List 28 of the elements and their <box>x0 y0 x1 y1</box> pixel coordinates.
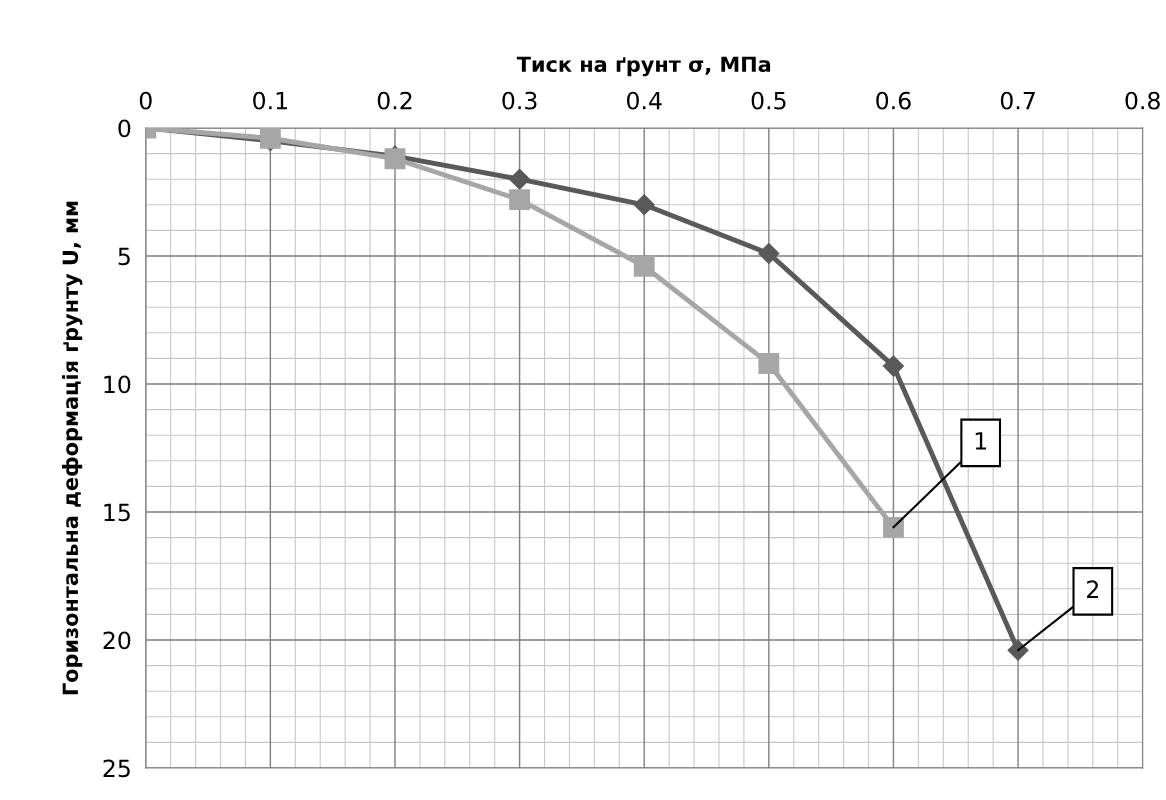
x-tick-label: 0 <box>139 91 152 110</box>
x-tick-label: 0.7 <box>1000 91 1035 110</box>
x-tick-label: 0.4 <box>627 91 662 110</box>
point <box>758 242 780 264</box>
x-tick-label: 0.1 <box>253 91 287 110</box>
x-tick-label: 0.5 <box>751 91 786 110</box>
point <box>509 168 531 190</box>
x-tick-label: 0.3 <box>502 91 537 110</box>
y-tick-label: 25 <box>103 759 130 778</box>
y-tick-label: 15 <box>104 503 130 522</box>
point <box>633 255 655 277</box>
x-tick-label: 0.6 <box>876 91 911 110</box>
y-tick-label: 10 <box>104 375 131 394</box>
text: 2 <box>1087 580 1098 598</box>
y-axis-title: Горизонтальна деформація ґрунту U, мм <box>62 201 83 695</box>
y-tick-label: 0 <box>118 119 131 138</box>
point <box>758 353 780 374</box>
x-tick-label: 0.2 <box>377 91 412 110</box>
point <box>883 516 904 538</box>
point <box>882 355 904 377</box>
point <box>1007 639 1029 661</box>
y-tick-label: 20 <box>103 631 131 650</box>
point <box>633 194 655 216</box>
text: 1 <box>975 432 987 450</box>
y-tick-label: 5 <box>118 247 130 266</box>
x-tick-label: 0.8 <box>1125 91 1160 110</box>
point <box>509 189 531 211</box>
x-axis-title: Тиск на ґрунт σ, МПа <box>516 56 771 77</box>
